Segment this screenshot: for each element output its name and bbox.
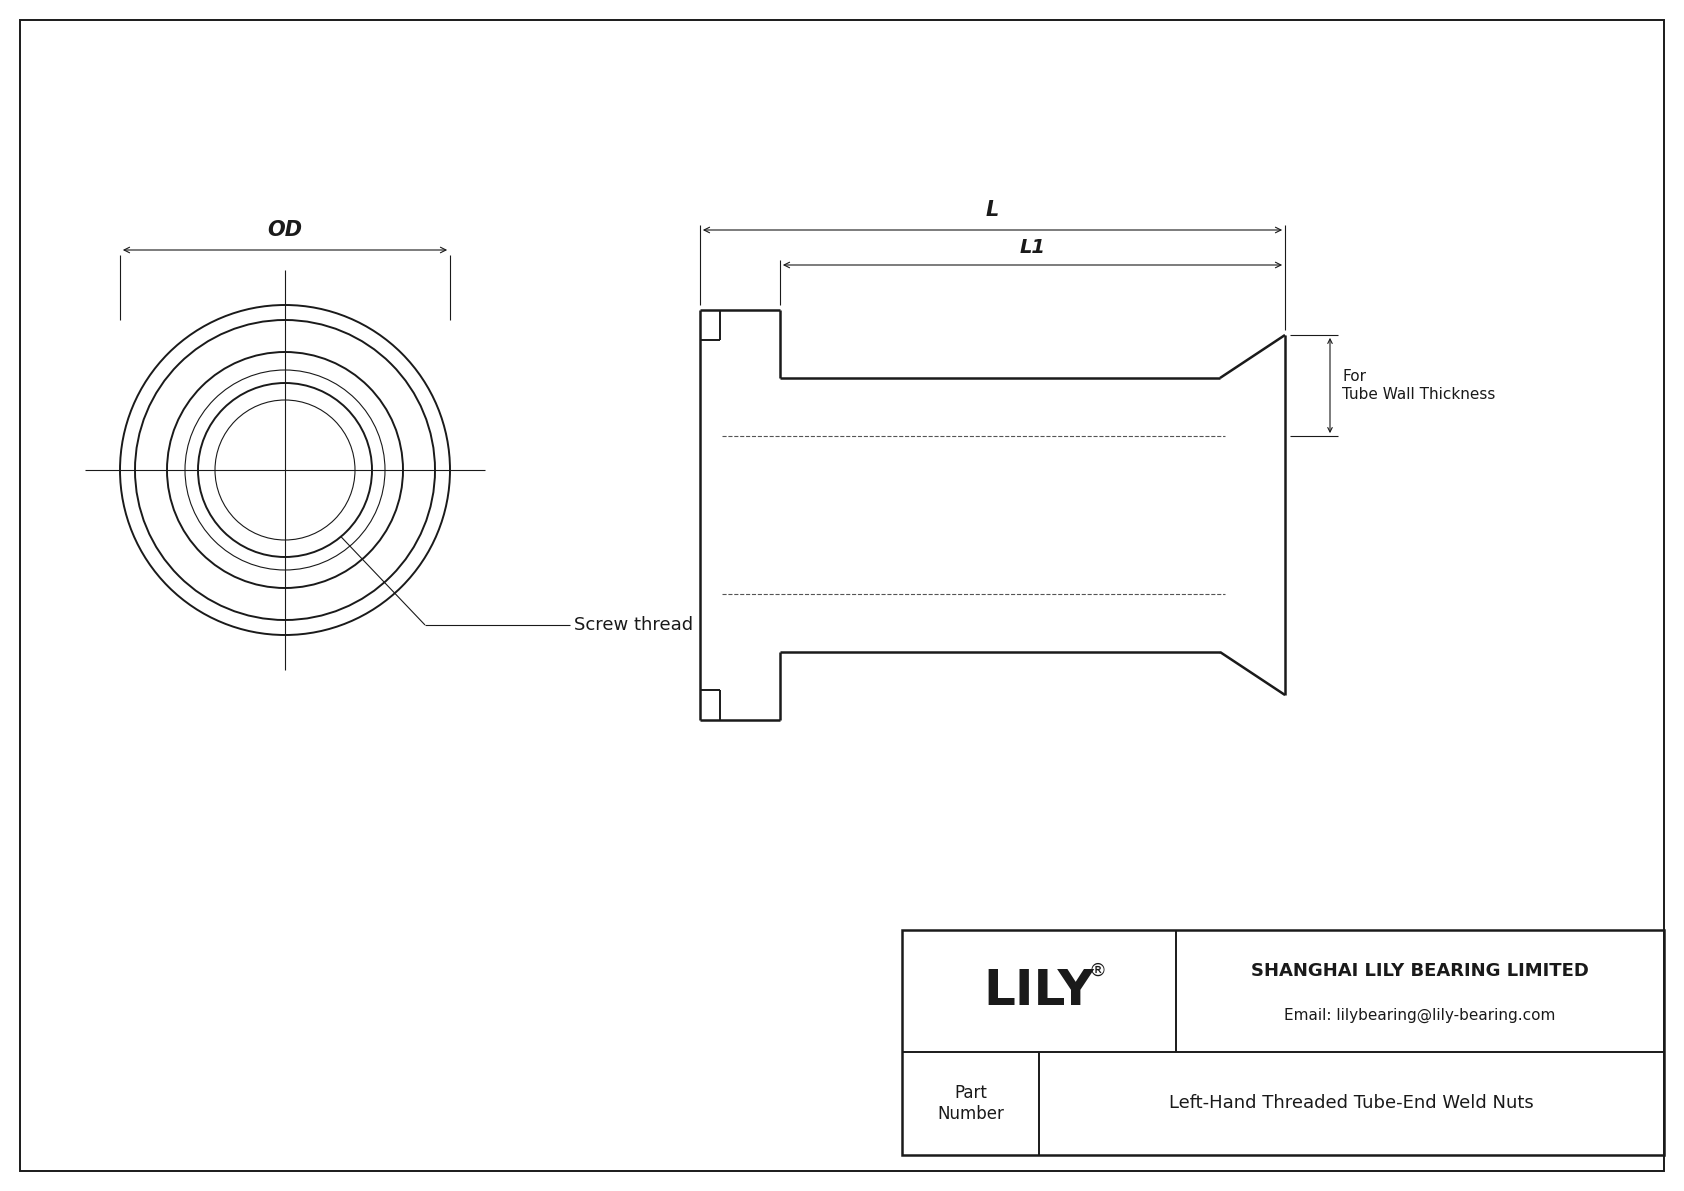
Text: OD: OD [268, 220, 303, 241]
Text: Part
Number: Part Number [936, 1084, 1004, 1123]
Text: Email: lilybearing@lily-bearing.com: Email: lilybearing@lily-bearing.com [1285, 1008, 1556, 1023]
Text: Screw thread: Screw thread [574, 616, 694, 634]
Text: LILY: LILY [983, 967, 1095, 1015]
Bar [903, 930, 1664, 1155]
Text: L: L [985, 200, 999, 220]
Text: SHANGHAI LILY BEARING LIMITED: SHANGHAI LILY BEARING LIMITED [1251, 961, 1590, 979]
Text: Left-Hand Threaded Tube-End Weld Nuts: Left-Hand Threaded Tube-End Weld Nuts [1169, 1095, 1534, 1112]
Text: For
Tube Wall Thickness: For Tube Wall Thickness [1342, 369, 1495, 401]
Text: L1: L1 [1019, 238, 1046, 257]
Text: ®: ® [1088, 962, 1106, 980]
